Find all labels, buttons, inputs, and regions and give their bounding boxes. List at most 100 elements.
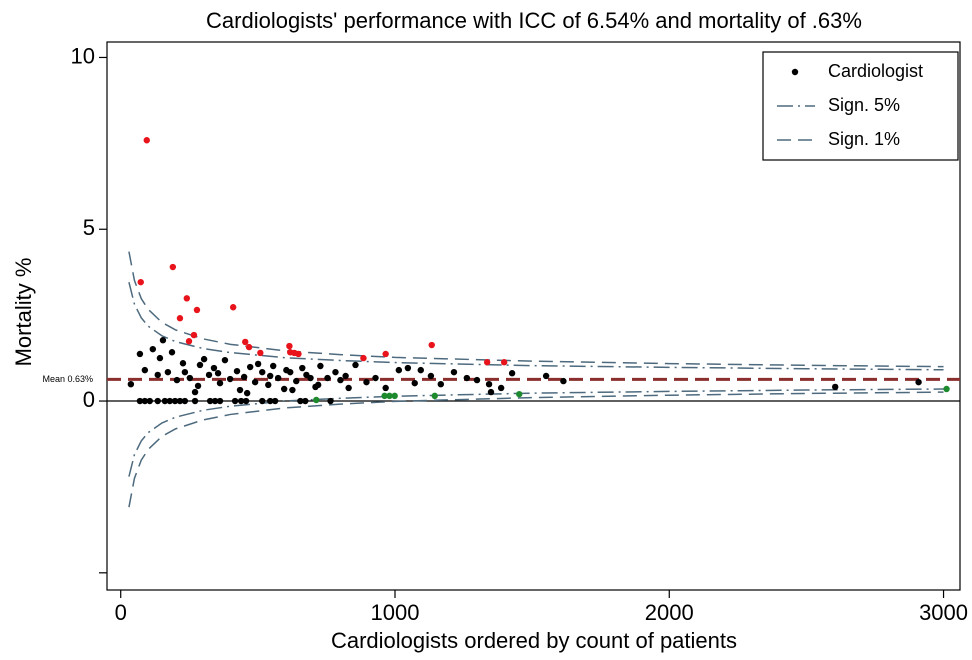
point bbox=[137, 278, 144, 286]
point bbox=[166, 397, 174, 405]
legend-label: Sign. 5% bbox=[828, 95, 900, 115]
point bbox=[286, 342, 293, 350]
point bbox=[176, 315, 184, 322]
point bbox=[146, 397, 153, 405]
point bbox=[342, 372, 349, 380]
legend-marker bbox=[791, 68, 799, 76]
point bbox=[360, 354, 367, 362]
lower-limit-line bbox=[128, 388, 944, 477]
point bbox=[173, 376, 181, 384]
point bbox=[149, 345, 157, 353]
point bbox=[915, 378, 922, 386]
point bbox=[206, 397, 214, 405]
lower-limit-line bbox=[128, 391, 944, 508]
point bbox=[428, 341, 435, 349]
y-tick-label: 10 bbox=[71, 43, 95, 68]
point bbox=[176, 397, 184, 405]
point bbox=[266, 397, 274, 405]
point bbox=[164, 368, 172, 376]
point bbox=[270, 362, 277, 370]
point bbox=[143, 137, 150, 144]
point bbox=[127, 380, 135, 388]
x-tick-label: 2000 bbox=[645, 600, 694, 625]
point bbox=[257, 349, 264, 357]
point bbox=[183, 295, 191, 302]
point bbox=[171, 397, 179, 405]
x-axis-label: Cardiologists ordered by count of patien… bbox=[331, 628, 737, 653]
point bbox=[242, 338, 249, 346]
point bbox=[181, 397, 189, 405]
point bbox=[297, 397, 304, 405]
point bbox=[246, 363, 254, 371]
x-tick-label: 3000 bbox=[919, 600, 968, 625]
point bbox=[295, 350, 302, 358]
point bbox=[302, 397, 309, 405]
point bbox=[136, 397, 144, 405]
point bbox=[560, 377, 567, 385]
point bbox=[181, 368, 189, 376]
point bbox=[332, 368, 339, 376]
x-tick-label: 1000 bbox=[371, 600, 420, 625]
point bbox=[437, 380, 444, 388]
point bbox=[233, 367, 241, 375]
point bbox=[411, 379, 418, 387]
point bbox=[450, 368, 458, 376]
point bbox=[265, 381, 272, 389]
point bbox=[280, 385, 288, 393]
point bbox=[363, 378, 370, 386]
point bbox=[193, 306, 201, 314]
point bbox=[156, 354, 164, 362]
point bbox=[487, 388, 495, 396]
point bbox=[141, 397, 149, 405]
point bbox=[417, 366, 424, 374]
point bbox=[179, 360, 187, 367]
point bbox=[943, 385, 950, 393]
point bbox=[216, 397, 224, 405]
point bbox=[485, 380, 493, 388]
y-tick-label: 5 bbox=[83, 215, 95, 240]
point bbox=[159, 337, 167, 344]
point bbox=[266, 372, 274, 380]
x-tick-label: 0 bbox=[115, 600, 127, 625]
point bbox=[386, 392, 393, 400]
point bbox=[337, 376, 344, 384]
point bbox=[313, 396, 320, 404]
point bbox=[226, 375, 234, 383]
point bbox=[314, 381, 322, 389]
point bbox=[542, 372, 550, 380]
point bbox=[169, 263, 177, 271]
point bbox=[293, 377, 300, 385]
point bbox=[186, 374, 194, 382]
mean-label: Mean 0.63% bbox=[42, 374, 93, 384]
point bbox=[214, 370, 222, 377]
y-tick-label: 0 bbox=[83, 387, 95, 412]
point bbox=[404, 364, 412, 372]
plot-frame bbox=[106, 41, 961, 591]
point bbox=[382, 384, 389, 392]
point bbox=[168, 349, 176, 356]
point bbox=[243, 389, 251, 397]
point bbox=[500, 359, 508, 366]
point bbox=[395, 366, 403, 374]
point bbox=[289, 386, 296, 394]
point bbox=[194, 382, 202, 390]
point bbox=[251, 378, 259, 386]
point bbox=[427, 372, 435, 380]
point bbox=[161, 397, 169, 405]
point bbox=[391, 392, 398, 400]
point bbox=[508, 370, 516, 377]
point bbox=[154, 397, 161, 405]
point bbox=[327, 397, 334, 405]
point bbox=[345, 384, 352, 392]
point bbox=[210, 364, 218, 372]
point bbox=[229, 304, 237, 311]
point bbox=[190, 331, 198, 339]
legend-label: Sign. 1% bbox=[828, 129, 900, 149]
point bbox=[274, 374, 282, 382]
point bbox=[211, 397, 219, 405]
point bbox=[254, 360, 262, 368]
point bbox=[283, 366, 290, 374]
point bbox=[245, 343, 253, 351]
